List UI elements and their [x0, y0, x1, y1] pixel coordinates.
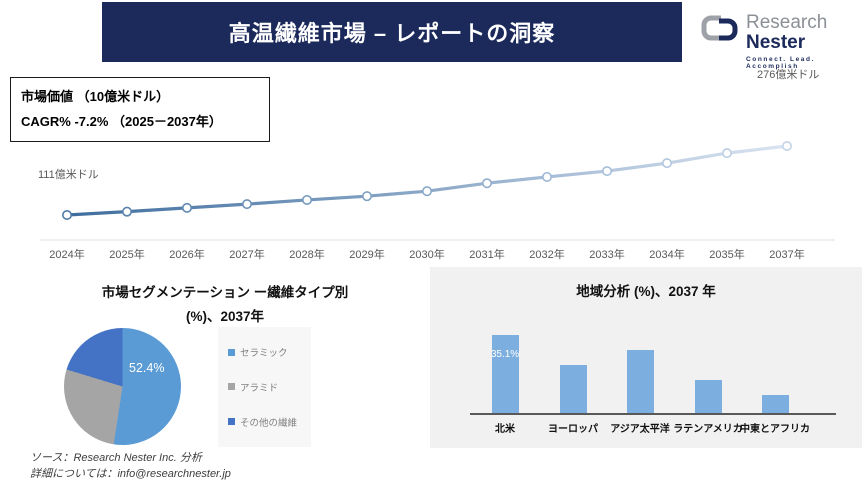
year-tick-label: 2035年: [709, 249, 745, 261]
trend-marker: [481, 178, 492, 189]
legend-label: セラミック: [240, 348, 288, 360]
title-banner: 高温繊維市場 – レポートの洞察: [102, 2, 682, 62]
bar-x-axis-line: [470, 413, 836, 415]
bar-2: [559, 365, 587, 413]
trend-marker: [361, 191, 372, 202]
bar-data-label: 35.1%: [490, 348, 520, 360]
source-line: ソース：Research Nester Inc. 分析: [30, 452, 202, 464]
year-tick-label: 2030年: [409, 249, 445, 261]
year-tick-label: 2034年: [649, 249, 685, 261]
segmentation-pie-chart: [64, 328, 181, 445]
trend-marker: [421, 186, 432, 197]
bar-category-label: 中東とアフリカ: [740, 424, 810, 435]
trend-end-value-label: 276億米ドル: [757, 69, 820, 81]
trend-marker: [122, 206, 133, 217]
contact-line: 詳細については：info@researchnester.jp: [30, 467, 231, 480]
pie-slice-data-label: 52.4%: [129, 361, 165, 375]
trend-marker: [661, 158, 672, 169]
footer-source-block: ソース：Research Nester Inc. 分析 詳細については：info…: [30, 451, 231, 483]
trend-x-axis-line: [40, 239, 835, 241]
research-nester-logo: Research Nester Connect. Lead. Accomplis…: [700, 13, 862, 70]
year-tick-label: 2027年: [229, 249, 265, 261]
logo-icon: [700, 13, 740, 50]
trend-marker: [242, 199, 253, 210]
regional-bar-chart-panel: 地域分析 (%)、2037 年 35.1% 北米 ヨーロッパ アジア太平洋 ラテンアメリ…: [430, 267, 862, 448]
legend-label: その他の繊維: [240, 417, 298, 429]
pie-chart-title-line2: (%)、2037年: [185, 309, 265, 324]
bar-3: [626, 349, 654, 413]
legend-swatch: [228, 383, 235, 391]
logo-name: Research Nester: [746, 12, 828, 53]
page-title: 高温繊維市場 – レポートの洞察: [228, 21, 556, 46]
bar-1: [491, 334, 519, 413]
year-tick-label: 2032年: [529, 249, 565, 261]
legend-swatch: [228, 418, 235, 426]
trend-marker: [541, 171, 552, 182]
logo-tagline: Connect. Lead. Accomplish: [746, 56, 815, 70]
pie-chart-title-line1: 市場セグメンテーション ー繊維タイプ別: [101, 285, 349, 300]
trend-marker: [61, 210, 72, 221]
legend-item: その他の繊維: [228, 415, 307, 429]
trend-marker: [781, 141, 792, 152]
logo-text: Research Nester Connect. Lead. Accomplis…: [746, 13, 862, 70]
market-value-box: 市場価値 （10億米ドル） CAGR% -7.2% （2025－2037年）: [10, 77, 270, 143]
year-tick-label: 2024年: [49, 249, 85, 261]
bar-chart-title: 地域分析 (%)、2037 年: [576, 284, 716, 299]
legend-swatch: [228, 348, 235, 356]
year-tick-label: 2031年: [469, 249, 505, 261]
year-tick-label: 2028年: [289, 249, 325, 261]
cagr-line: CAGR% -7.2% （2025－2037年）: [21, 113, 222, 129]
bar-category-label: ヨーロッパ: [548, 424, 598, 435]
market-value-line: 市場価値 （10億米ドル）: [21, 89, 170, 104]
trend-marker: [182, 202, 193, 213]
bar-category-label: ラテンアメリカ: [673, 424, 743, 435]
year-tick-label: 2026年: [169, 249, 205, 261]
legend-item: アラミド: [228, 380, 307, 394]
year-tick-label: 2037年: [769, 249, 805, 261]
year-tick-label: 2025年: [109, 249, 145, 261]
bar-category-label: アジア太平洋: [610, 424, 670, 435]
bar-5: [761, 395, 789, 413]
bar-4: [694, 380, 722, 413]
year-tick-label: 2029年: [349, 249, 385, 261]
trend-marker: [601, 166, 612, 177]
bar-category-label: 北米: [495, 424, 515, 435]
trend-start-value-label: 111億米ドル: [38, 169, 99, 181]
trend-marker: [721, 148, 732, 159]
trend-marker: [301, 194, 312, 205]
legend-label: アラミド: [240, 382, 279, 394]
legend-item: セラミック: [228, 345, 307, 359]
year-tick-label: 2033年: [589, 249, 625, 261]
pie-legend: セラミックアラミドその他の繊維: [218, 327, 311, 447]
